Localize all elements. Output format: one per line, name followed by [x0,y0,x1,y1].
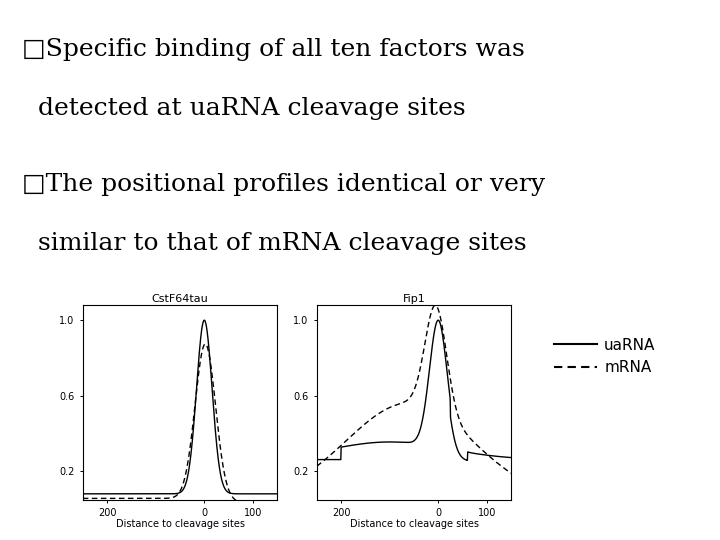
Text: detected at uaRNA cleavage sites: detected at uaRNA cleavage sites [22,97,465,120]
Text: □Specific binding of all ten factors was: □Specific binding of all ten factors was [22,38,524,61]
Title: CstF64tau: CstF64tau [152,294,208,305]
X-axis label: Distance to cleavage sites: Distance to cleavage sites [115,519,245,529]
X-axis label: Distance to cleavage sites: Distance to cleavage sites [349,519,479,529]
Text: similar to that of mRNA cleavage sites: similar to that of mRNA cleavage sites [22,232,526,255]
Text: □The positional profiles identical or very: □The positional profiles identical or ve… [22,173,545,196]
Legend: uaRNA, mRNA: uaRNA, mRNA [548,332,662,381]
Title: Fip1: Fip1 [402,294,426,305]
